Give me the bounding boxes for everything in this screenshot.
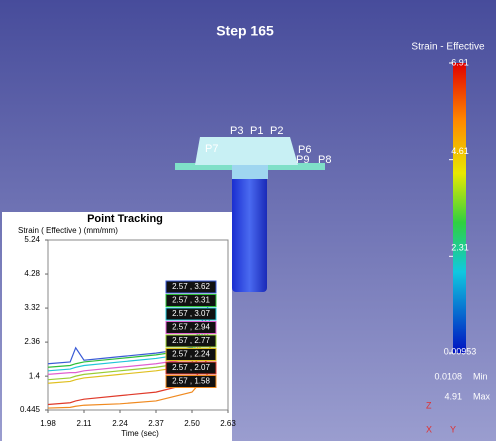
y-tick-label: 4.28 [24,269,40,278]
readout: 2.57 , 2.24 [172,350,210,359]
point-label: P3 [230,125,243,137]
y-tick-label: 1.4 [29,371,41,380]
x-tick-label: 2.11 [77,419,93,428]
legend-max-label: Max [473,391,491,401]
axis-label: X [426,424,432,434]
point-label: P7 [205,143,218,155]
x-axis-label: Time (sec) [121,429,159,438]
x-tick-label: 2.50 [184,419,200,428]
chart-title: Point Tracking [87,213,163,225]
y-tick-label: 0.445 [20,405,41,414]
point-label: P1 [250,125,263,137]
legend-tick-label: 0.00953 [444,346,477,356]
legend-max-value: 4.91 [444,391,462,401]
point-label: P8 [318,154,331,166]
y-tick-label: 3.32 [24,303,40,312]
y-tick-label: 2.36 [24,337,40,346]
step-title: Step 165 [216,23,274,39]
x-tick-label: 2.37 [148,419,164,428]
x-tick-label: 2.24 [112,419,128,428]
readout: 2.57 , 1.58 [172,377,210,386]
point-label: P2 [270,125,283,137]
legend-title: Strain - Effective [411,42,485,53]
point-label: P9 [296,154,309,166]
readout: 2.57 , 3.07 [172,309,210,318]
readout: 2.57 , 3.31 [172,296,210,305]
color-bar [453,63,466,353]
readout: 2.57 , 2.77 [172,336,210,345]
legend-tick-label: 4.61 [451,146,469,156]
screen: Step 165 P3P1P2P7P6P9P8ZXY Strain - Effe… [0,0,496,441]
legend-min-label: Min [473,371,488,381]
legend-tick-label: 2.31 [451,243,469,253]
axis-label: Y [450,424,456,434]
legend-min-value: 0.0108 [434,371,462,381]
x-tick-label: 1.98 [40,419,56,428]
legend-tick-label: 6.91 [451,57,469,67]
y-tick-label: 5.24 [24,235,40,244]
y-axis-label: Strain ( Effective ) (mm/mm) [18,226,118,235]
axis-label: Z [426,400,432,410]
x-tick-label: 2.63 [220,419,236,428]
readout: 2.57 , 3.62 [172,282,210,291]
readout: 2.57 , 2.07 [172,363,210,372]
readout: 2.57 , 2.94 [172,323,210,332]
